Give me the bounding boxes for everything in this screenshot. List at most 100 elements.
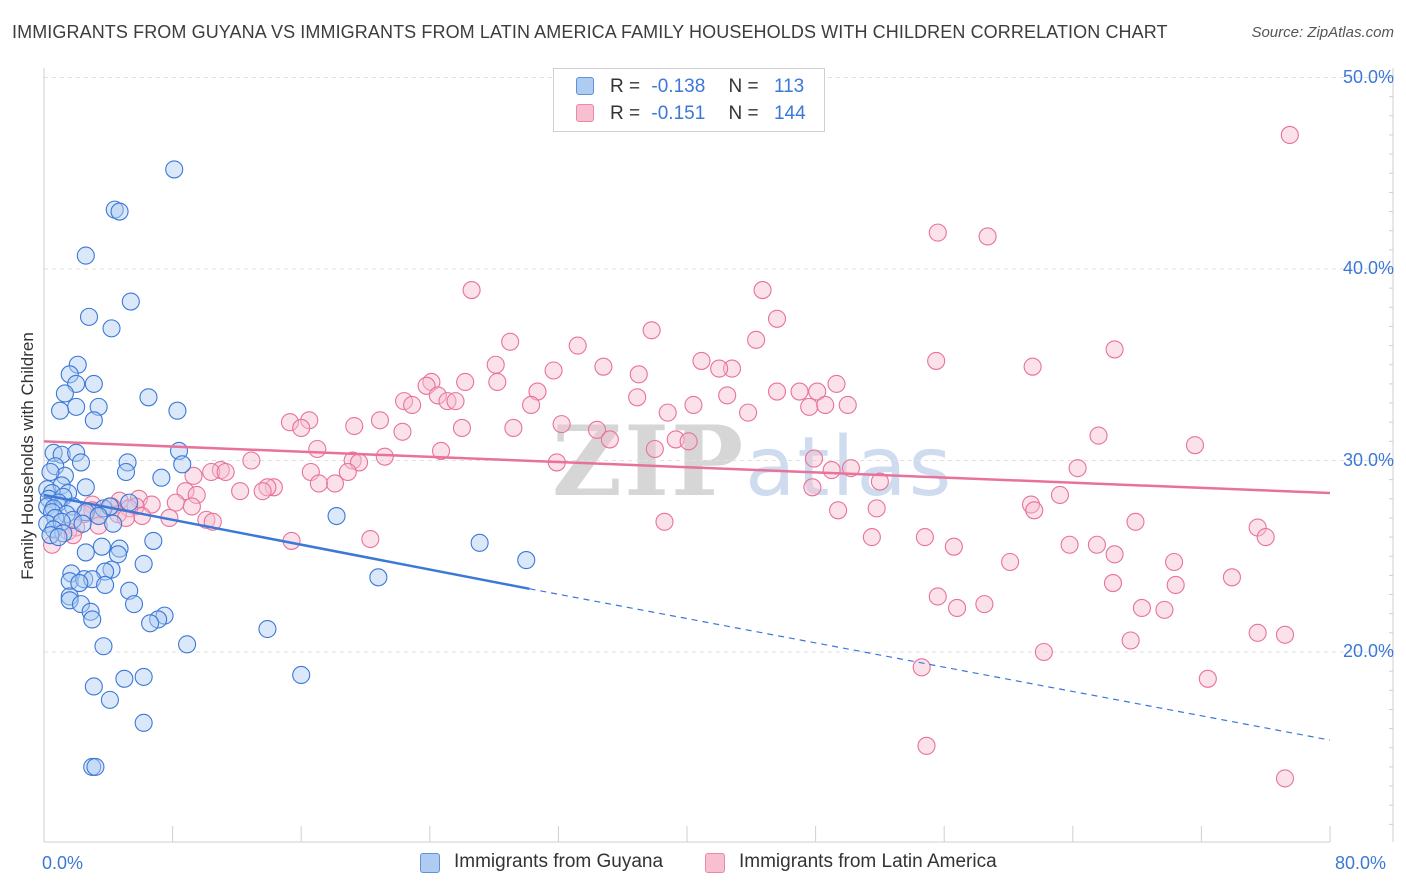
data-point-guyana — [70, 574, 89, 593]
data-point-latin-america — [915, 528, 934, 547]
data-point-latin-america — [684, 395, 703, 415]
data-point-guyana — [134, 713, 153, 732]
series-guyana-points — [38, 160, 536, 776]
data-point-guyana — [100, 690, 119, 709]
data-point-guyana — [369, 568, 388, 587]
data-point-guyana — [84, 677, 103, 696]
data-point-guyana — [76, 543, 95, 562]
data-point-latin-america — [594, 357, 613, 376]
data-point-guyana — [108, 545, 127, 564]
data-point-latin-america — [522, 395, 541, 415]
trend-lines — [43, 440, 1331, 741]
data-point-latin-america — [403, 395, 422, 415]
data-point-guyana — [76, 478, 95, 497]
data-point-latin-america — [870, 472, 889, 491]
data-point-guyana — [73, 514, 92, 533]
data-point-guyana — [168, 401, 187, 420]
data-point-latin-america — [838, 395, 857, 415]
data-point-guyana — [84, 374, 103, 393]
data-point-latin-america — [816, 395, 835, 415]
data-point-latin-america — [642, 321, 661, 340]
series-latin-america-points — [42, 125, 1299, 788]
data-point-guyana — [121, 292, 140, 311]
data-point-latin-america — [928, 223, 947, 242]
data-point-latin-america — [800, 397, 819, 416]
data-point-guyana — [470, 533, 489, 552]
data-point-guyana — [89, 506, 108, 526]
trend-line-guyana-extension — [529, 588, 1331, 741]
data-point-latin-america — [202, 462, 221, 482]
data-point-latin-america — [978, 227, 997, 246]
data-point-latin-america — [393, 422, 412, 441]
data-point-latin-america — [1089, 426, 1108, 445]
data-point-guyana — [60, 365, 79, 384]
data-point-latin-america — [338, 462, 357, 482]
data-point-latin-america — [822, 461, 841, 480]
data-point-latin-america — [948, 598, 967, 618]
data-point-latin-america — [280, 413, 299, 432]
legend-label-guyana: Immigrants from Guyana — [454, 851, 664, 872]
data-point-latin-america — [944, 537, 963, 556]
data-point-guyana — [120, 493, 139, 512]
data-point-latin-america — [486, 355, 505, 374]
data-point-latin-america — [1275, 769, 1295, 788]
data-point-latin-america — [1132, 598, 1151, 618]
data-point-latin-america — [753, 281, 772, 300]
data-point-latin-america — [600, 430, 619, 449]
data-point-latin-america — [345, 416, 364, 436]
data-point-latin-america — [1121, 631, 1140, 650]
data-point-latin-america — [325, 474, 345, 493]
y-axis-title: Family Households with Children — [18, 332, 37, 580]
data-point-latin-america — [628, 388, 647, 407]
data-point-latin-america — [166, 493, 185, 512]
x-axis-min-label: 0.0% — [42, 853, 84, 873]
data-point-latin-america — [216, 462, 235, 482]
data-point-guyana — [104, 514, 123, 533]
data-point-guyana — [124, 595, 144, 614]
trend-line-latin-america — [43, 440, 1331, 495]
data-point-latin-america — [1021, 495, 1041, 514]
data-point-latin-america — [1256, 528, 1275, 547]
data-point-guyana — [49, 528, 68, 547]
axes — [43, 68, 1394, 843]
data-point-latin-america — [1155, 600, 1174, 619]
y-tick-label: 30.0% — [1342, 449, 1394, 470]
data-point-latin-america — [375, 447, 394, 466]
data-point-guyana — [96, 575, 115, 595]
data-point-latin-america — [927, 351, 946, 370]
legend-swatch-pink — [576, 104, 594, 122]
data-point-guyana — [52, 445, 71, 464]
data-point-latin-america — [370, 411, 390, 430]
data-point-guyana — [41, 462, 60, 482]
data-point-latin-america — [1068, 459, 1087, 478]
data-point-latin-america — [679, 432, 698, 451]
legend-swatch-blue — [576, 77, 594, 95]
legend-n-value: 144 — [773, 103, 806, 124]
data-point-latin-america — [867, 499, 886, 518]
data-point-guyana — [76, 246, 95, 265]
data-point-latin-america — [446, 392, 465, 411]
data-point-latin-america — [827, 374, 846, 393]
data-point-latin-america — [184, 466, 203, 485]
data-point-guyana — [92, 537, 111, 556]
data-point-guyana — [84, 411, 103, 430]
data-point-latin-america — [89, 516, 108, 535]
data-point-guyana — [118, 453, 137, 472]
data-point-latin-america — [1034, 642, 1053, 662]
data-point-latin-america — [767, 382, 787, 401]
data-point-guyana — [517, 551, 536, 570]
data-point-latin-america — [1103, 574, 1123, 593]
data-point-latin-america — [1001, 552, 1020, 572]
data-point-latin-america — [361, 529, 380, 549]
data-point-latin-america — [197, 510, 216, 529]
data-point-latin-america — [544, 361, 563, 380]
data-point-latin-america — [1023, 357, 1042, 376]
data-point-latin-america — [645, 439, 664, 459]
data-point-guyana — [178, 635, 197, 654]
x-axis-max-label: 80.0% — [1335, 853, 1387, 873]
data-point-guyana — [79, 307, 99, 326]
data-point-latin-america — [739, 403, 758, 422]
data-point-latin-america — [42, 535, 62, 554]
legend-label-latin-america: Immigrants from Latin America — [739, 851, 997, 872]
legend-n-label: N = — [728, 76, 759, 97]
